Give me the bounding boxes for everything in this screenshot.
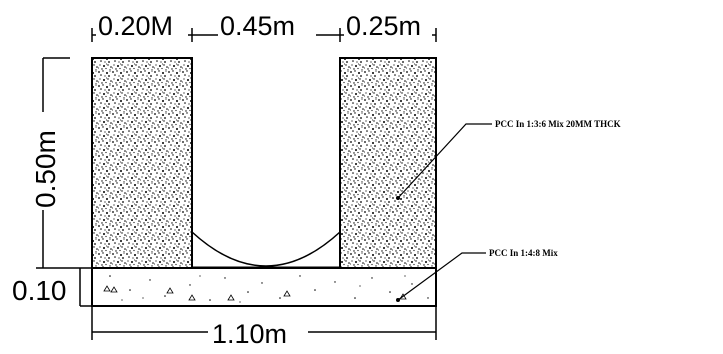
dim-wall-height: 0.50m — [30, 130, 61, 208]
dim-top-middle: 0.45m — [220, 11, 295, 41]
wall-leader-dot — [396, 196, 400, 200]
base-material-note: PCC In 1:4:8 Mix — [489, 248, 558, 258]
label-bg-right — [344, 12, 432, 40]
wall-material-note: PCC In 1:3:6 Mix 20MM THCK — [495, 119, 621, 129]
base-aggregate-triangles — [103, 285, 407, 301]
channel-invert-arc — [191, 231, 341, 267]
dim-base-thickness: 0.10 — [12, 275, 67, 306]
base-slab — [91, 267, 437, 307]
base-material-leader — [397, 252, 486, 301]
wall-material-leader — [397, 123, 492, 199]
label-bg-left — [96, 12, 188, 40]
label-bg-height — [28, 112, 58, 210]
left-wall — [91, 57, 193, 269]
label-bg-total — [208, 318, 308, 346]
dim-total-width: 1.10m — [212, 319, 287, 349]
label-bg-middle — [218, 12, 316, 40]
base-leader-dot — [396, 298, 400, 302]
dim-top-left: 0.20M — [98, 11, 173, 41]
right-wall — [339, 57, 437, 269]
base-aggregate — [109, 275, 429, 303]
dim-top-right: 0.25m — [346, 11, 421, 41]
